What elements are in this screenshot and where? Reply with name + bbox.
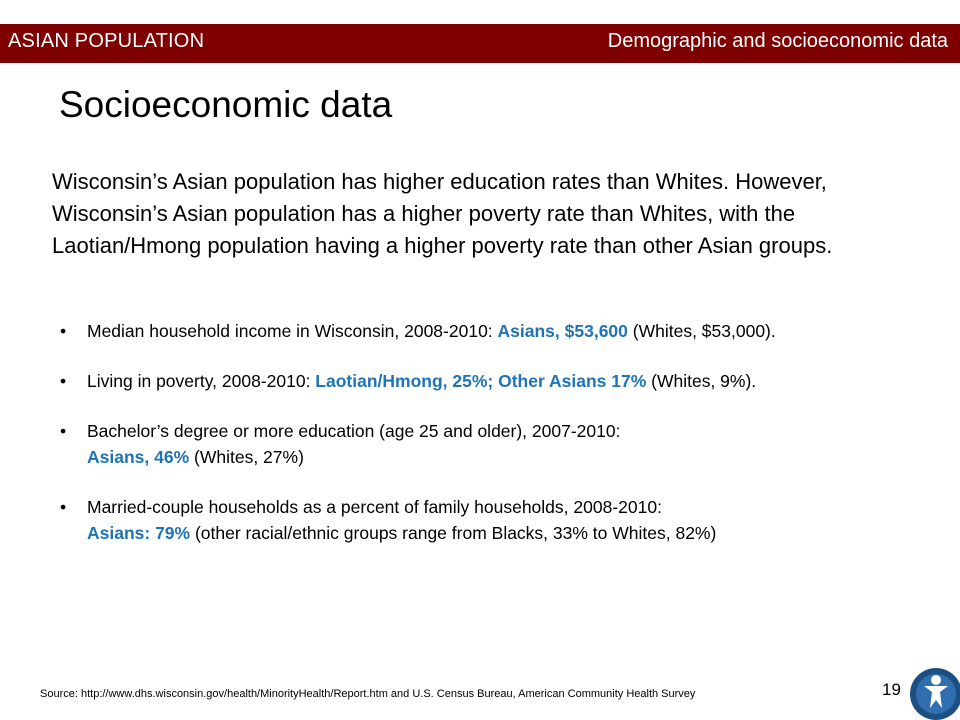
bullet-trail-text: (Whites, 27%) xyxy=(189,447,304,467)
bullet-highlight: Asians: 79% xyxy=(87,523,191,543)
bullet-trail-text: (other racial/ethnic groups range from B… xyxy=(190,523,717,543)
bullet-highlight: Laotian/Hmong, 25%; Other Asians 17% xyxy=(315,371,647,391)
bullet-lead-text: Bachelor’s degree or more education (age… xyxy=(87,421,621,441)
header-bar: ASIAN POPULATION Demographic and socioec… xyxy=(0,24,960,63)
bullet-married-couple: • Married-couple households as a percent… xyxy=(60,494,900,546)
section-label: ASIAN POPULATION xyxy=(8,30,205,52)
bullet-marker: • xyxy=(60,371,67,391)
source-citation: Source: http://www.dhs.wisconsin.gov/hea… xyxy=(40,688,696,700)
bullet-marker: • xyxy=(60,421,67,441)
bullet-education: • Bachelor’s degree or more education (a… xyxy=(60,418,900,470)
section-subtitle: Demographic and socioeconomic data xyxy=(607,30,948,52)
bullet-trail-text: (Whites, 9%). xyxy=(646,371,757,391)
bullet-marker: • xyxy=(60,321,67,341)
bullet-lead-text: Married-couple households as a percent o… xyxy=(87,497,662,517)
bullet-list: • Median household income in Wisconsin, … xyxy=(60,318,900,546)
bullet-highlight: Asians, 46% xyxy=(87,447,190,467)
page-title: Socioeconomic data xyxy=(59,84,393,125)
bullet-highlight: Asians, $53,600 xyxy=(497,321,628,341)
intro-paragraph: Wisconsin’s Asian population has higher … xyxy=(52,169,833,258)
bullet-marker: • xyxy=(60,497,67,517)
bullet-lead-text: Median household income in Wisconsin, 20… xyxy=(87,321,498,341)
bullet-income: • Median household income in Wisconsin, … xyxy=(60,318,900,344)
bullet-poverty: • Living in poverty, 2008-2010: Laotian/… xyxy=(60,368,900,394)
bullet-trail-text: (Whites, $53,000). xyxy=(627,321,776,341)
bullet-lead-text: Living in poverty, 2008-2010: xyxy=(87,371,316,391)
page-number: 19 xyxy=(882,680,901,699)
person-figure-logo-icon xyxy=(910,668,960,720)
